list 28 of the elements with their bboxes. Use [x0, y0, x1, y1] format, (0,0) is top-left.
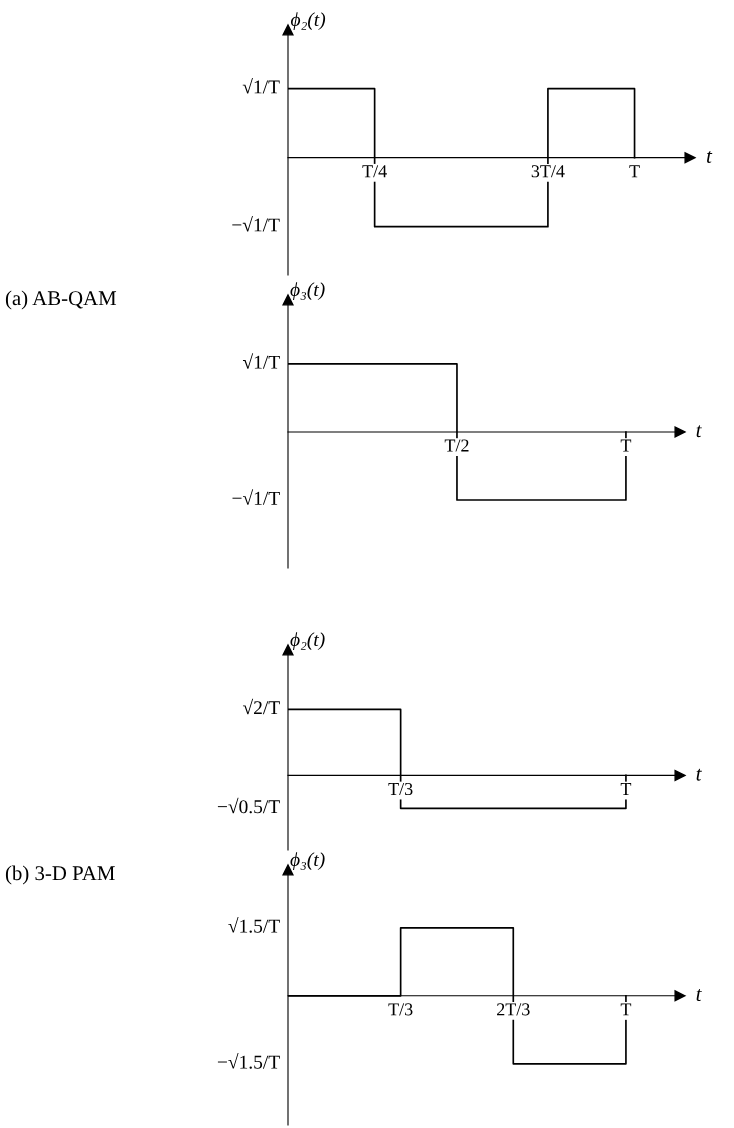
- y-axis-title: ϕ₃(t): [290, 852, 325, 870]
- text: √1.5/T: [228, 917, 280, 933]
- x-axis-title: t: [706, 150, 713, 163]
- x-tick-label: T/4: [362, 165, 387, 178]
- text: −√0.5/T: [217, 797, 280, 814]
- text: √2/T: [242, 698, 280, 715]
- y-axis-title: ϕ₂(t): [290, 12, 326, 30]
- text: √1/T: [242, 77, 280, 94]
- x-axis-title: t: [696, 425, 702, 438]
- x-tick-label: T/3: [388, 782, 413, 796]
- text: −√1/T: [232, 489, 280, 505]
- text: (b) 3-D PAM: [5, 865, 115, 885]
- x-tick-label: T: [629, 165, 640, 178]
- x-tick-label: T/3: [388, 1003, 413, 1016]
- x-tick-label: T: [620, 1003, 632, 1016]
- x-tick-label: T: [620, 783, 632, 795]
- text: (a) AB-QAM: [5, 290, 117, 310]
- x-tick-label: T: [620, 439, 632, 452]
- x-tick-label: 3T/4: [531, 165, 565, 178]
- text: −√1.5/T: [217, 1053, 280, 1069]
- x-axis-title: t: [696, 768, 702, 781]
- y-axis-title: ϕ₂(t): [290, 632, 325, 650]
- text: −√1/T: [232, 215, 280, 232]
- x-tick-label: 2T/3: [497, 1003, 530, 1016]
- y-axis-title: ϕ₃(t): [290, 282, 325, 300]
- x-axis-title: t: [696, 989, 702, 1002]
- text: √1/T: [242, 353, 280, 369]
- x-tick-label: T/2: [444, 439, 469, 452]
